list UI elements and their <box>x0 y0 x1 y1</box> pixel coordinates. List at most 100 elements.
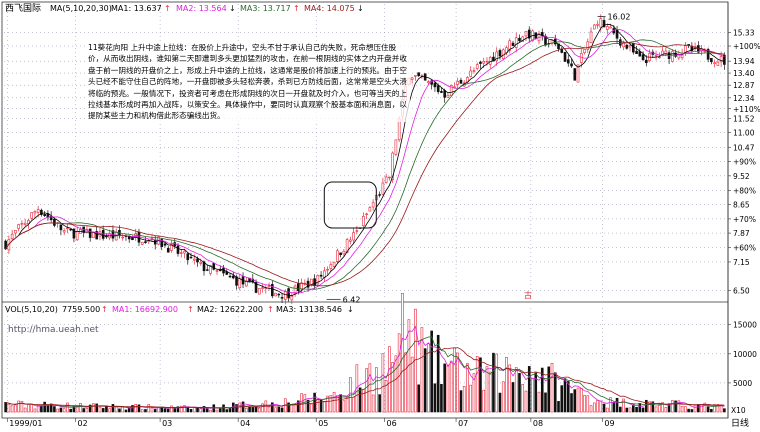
candle-body <box>570 63 573 67</box>
candle-body <box>238 278 242 289</box>
volume-bar <box>199 408 203 413</box>
candle-body <box>671 51 674 62</box>
volume-bar <box>7 403 11 413</box>
candle-body <box>381 182 385 195</box>
volume-bar <box>684 406 687 413</box>
period-label[interactable]: 日线 <box>731 417 749 429</box>
candle-body <box>371 202 375 208</box>
volume-arrow: ↑ <box>101 305 108 314</box>
candle-body <box>677 54 681 59</box>
candle-body <box>518 37 521 42</box>
candle-body <box>284 291 287 300</box>
price-tick-label: 12.34 <box>733 94 755 103</box>
volume-bar <box>202 406 206 413</box>
candle-body <box>641 54 645 61</box>
volume-bar <box>661 402 664 413</box>
price-tick-label: +70% <box>733 215 756 224</box>
volume-bar <box>111 404 115 413</box>
volume-bar <box>257 407 261 413</box>
volume-bar <box>459 390 463 413</box>
volume-bar <box>453 347 456 413</box>
volume-bar <box>46 405 50 413</box>
volume-bar <box>397 333 401 413</box>
volume-bar <box>586 395 590 413</box>
volume-bar <box>462 386 466 413</box>
candle-body <box>297 283 300 292</box>
price-tick-label: 6.50 <box>733 287 750 296</box>
candle-body <box>199 261 203 264</box>
price-tick-label: 8.65 <box>733 201 750 210</box>
volume-bar <box>693 404 697 413</box>
volume-ma-lines <box>5 325 725 409</box>
candle-body <box>319 274 323 277</box>
candle-body <box>475 64 479 69</box>
volume-bar <box>677 400 681 413</box>
candle-body <box>563 52 567 62</box>
volume-bar <box>466 363 469 413</box>
volume-bar <box>108 408 112 413</box>
price-tick-label: +80% <box>733 186 756 195</box>
date-tick-label: 03 <box>162 419 172 428</box>
volume-bar <box>95 403 98 413</box>
candle-body <box>397 118 401 141</box>
candle-body <box>131 237 134 241</box>
low-price-label: 6.42 <box>343 295 361 304</box>
candle-body <box>352 232 355 241</box>
vol-ma1-value: MA1: 16692.900 <box>112 305 178 314</box>
volume-bar <box>401 293 404 413</box>
volume-bar <box>189 409 193 413</box>
candle-body <box>349 239 352 242</box>
volume-bar <box>365 368 368 413</box>
volume-bar <box>212 404 216 413</box>
volume-bar <box>498 392 502 413</box>
candle-body <box>609 26 612 29</box>
candle-body <box>205 269 209 271</box>
volume-bar <box>244 407 248 413</box>
price-axis-ticks: 15.33 +100% 13.94 13.40 12.87 12.34 +110%11.52… <box>728 29 760 296</box>
candle-body <box>622 42 625 48</box>
candle-body <box>49 215 53 221</box>
volume-bar <box>550 362 554 413</box>
candle-body <box>378 194 381 196</box>
candle-body <box>105 235 108 238</box>
candle-body <box>95 231 98 240</box>
candle-body <box>410 77 414 80</box>
candle-body <box>511 42 515 46</box>
candle-body <box>257 288 261 295</box>
ma3-arrow: ↑ <box>293 4 300 13</box>
volume-bar <box>79 402 82 413</box>
volume-bar <box>654 406 658 413</box>
candle-body <box>459 79 463 84</box>
volume-bar <box>290 404 294 413</box>
volume-bar <box>53 406 56 413</box>
volume-bar <box>33 408 37 413</box>
price-tick-label: 10.47 <box>733 143 755 152</box>
volume-bar <box>404 352 407 413</box>
candle-body <box>261 287 264 289</box>
candle-body <box>14 230 17 234</box>
volume-value: 7759.500 <box>62 305 100 314</box>
candle-body <box>469 70 473 77</box>
date-tick-label: 08 <box>533 419 543 428</box>
volume-bar <box>446 364 450 413</box>
price-tick-label: +100% <box>733 42 760 51</box>
volume-bar <box>534 372 538 413</box>
volume-bar <box>59 407 63 413</box>
volume-bar <box>537 391 541 413</box>
volume-bar <box>69 408 72 413</box>
candle-body <box>274 292 277 297</box>
volume-bar <box>440 384 443 413</box>
volume-bar <box>472 373 476 413</box>
volume-bar <box>131 405 134 413</box>
volume-bar <box>332 391 336 413</box>
volume-bar <box>706 406 710 413</box>
candle-body <box>479 61 482 64</box>
volume-bar <box>690 409 694 413</box>
volume-bar <box>62 408 66 413</box>
vol-ma2-value: MA2: 12622.200 <box>197 305 263 314</box>
volume-bar <box>518 373 521 413</box>
volume-bar <box>430 330 433 413</box>
moving-average-lines <box>5 23 725 297</box>
candle-body <box>202 261 206 272</box>
candle-body <box>147 240 151 242</box>
